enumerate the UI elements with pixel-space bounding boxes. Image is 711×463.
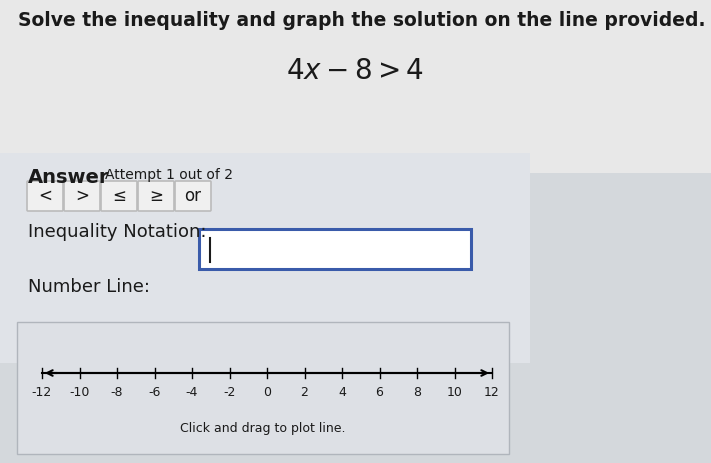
Text: 10: 10 [447,386,462,399]
Text: 12: 12 [484,386,500,399]
Text: Click and drag to plot line.: Click and drag to plot line. [181,422,346,435]
Text: <: < [38,187,52,205]
FancyBboxPatch shape [64,181,100,211]
Text: ≥: ≥ [149,187,163,205]
FancyBboxPatch shape [27,181,63,211]
FancyBboxPatch shape [175,181,211,211]
Text: -8: -8 [111,386,123,399]
Text: Answer: Answer [28,168,109,187]
Text: Inequality Notation:: Inequality Notation: [28,223,206,241]
Text: -6: -6 [149,386,161,399]
Text: 8: 8 [413,386,421,399]
Text: or: or [184,187,201,205]
Text: >: > [75,187,89,205]
Text: 2: 2 [301,386,309,399]
Text: -4: -4 [186,386,198,399]
Text: 0: 0 [263,386,271,399]
Text: Solve the inequality and graph the solution on the line provided.: Solve the inequality and graph the solut… [18,11,705,30]
FancyBboxPatch shape [0,0,711,173]
Text: Number Line:: Number Line: [28,278,150,296]
Text: -12: -12 [32,386,52,399]
FancyBboxPatch shape [17,322,509,454]
Text: 6: 6 [375,386,383,399]
Text: -2: -2 [223,386,235,399]
FancyBboxPatch shape [101,181,137,211]
Text: 4: 4 [338,386,346,399]
FancyBboxPatch shape [138,181,174,211]
Text: Attempt 1 out of 2: Attempt 1 out of 2 [105,168,233,182]
Text: ≤: ≤ [112,187,126,205]
FancyBboxPatch shape [199,229,471,269]
Text: $4x - 8 > 4$: $4x - 8 > 4$ [286,58,424,85]
Text: -10: -10 [69,386,90,399]
FancyBboxPatch shape [0,153,530,363]
